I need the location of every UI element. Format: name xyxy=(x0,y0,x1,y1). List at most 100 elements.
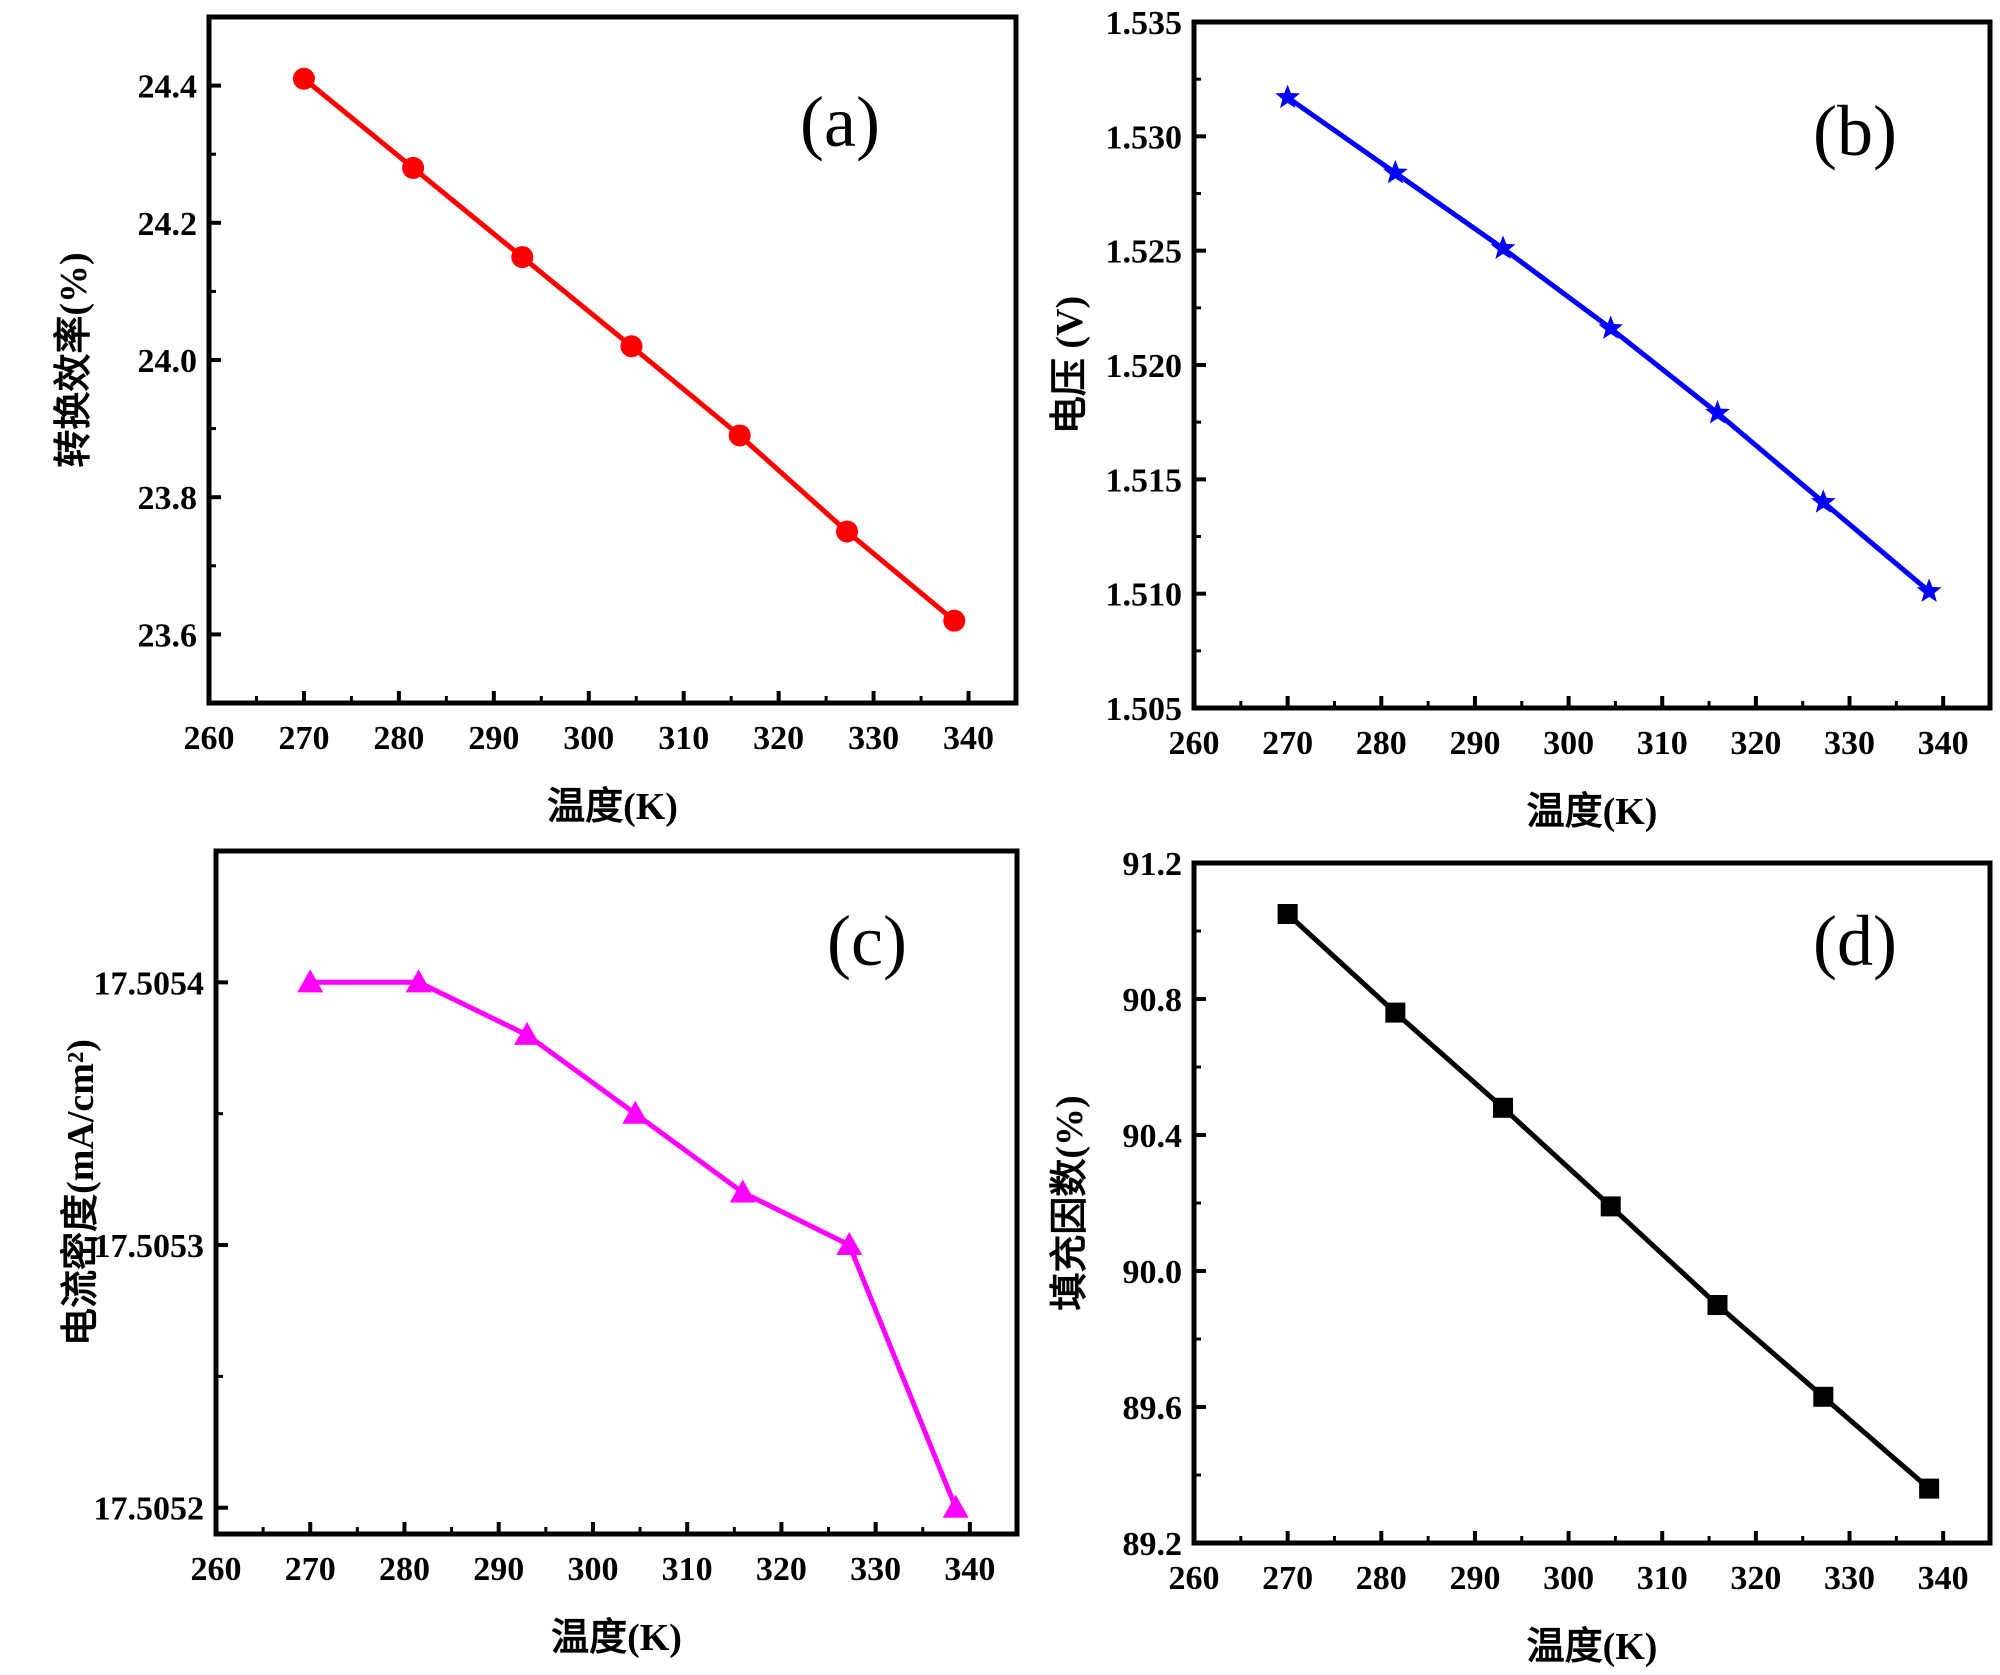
x-tick-label: 290 xyxy=(1449,725,1500,762)
data-point xyxy=(292,67,315,90)
data-point xyxy=(1705,400,1730,424)
y-tick-label: 89.2 xyxy=(1123,1526,1183,1563)
y-tick-label: 24.4 xyxy=(138,69,198,106)
y-tick-label: 1.505 xyxy=(1106,691,1183,728)
data-point xyxy=(1600,1196,1621,1217)
y-tick-label: 1.535 xyxy=(1106,5,1183,42)
chart-panel-b: 260 270 280 290 300 310 320 330 340 1.505 1.510 1.5… xyxy=(1049,5,1993,833)
data-point xyxy=(942,1494,969,1518)
x-axis-title: 温度(K) xyxy=(547,786,678,828)
y-tick-label: 24.0 xyxy=(138,343,198,380)
x-tick-label: 320 xyxy=(1730,725,1781,762)
x-tick-label: 270 xyxy=(285,1551,336,1588)
panel-label: (c) xyxy=(827,901,907,981)
x-tick-label: 290 xyxy=(468,720,519,757)
data-point xyxy=(943,609,966,632)
data-point xyxy=(1385,1002,1406,1023)
data-point xyxy=(620,335,643,358)
y-tick-label: 17.5053 xyxy=(94,1228,205,1265)
chart-panel-a: 260 270 280 290 300 310 320 330 340 23.6 23.8 24.0 2… xyxy=(53,14,1019,828)
data-point xyxy=(1383,159,1408,184)
chart-panel-c: 260 270 280 290 300 310 320 330 340 17.5052 17.505… xyxy=(60,848,1020,1659)
x-tick-label: 310 xyxy=(658,720,709,757)
panel-label: (b) xyxy=(1813,91,1897,171)
x-tick-label: 300 xyxy=(1543,725,1594,762)
data-point xyxy=(405,969,432,993)
plot-frame xyxy=(206,14,1019,706)
data-point xyxy=(1919,1478,1940,1499)
x-axis-title: 温度(K) xyxy=(551,1617,682,1659)
data-point xyxy=(1493,1097,1514,1118)
data-point xyxy=(622,1100,649,1124)
y-tick-label: 90.4 xyxy=(1123,1118,1183,1155)
x-axis-title: 温度(K) xyxy=(1527,791,1658,833)
data-point xyxy=(297,969,324,993)
y-tick-label: 24.2 xyxy=(138,206,198,243)
y-tick-label: 90.0 xyxy=(1123,1254,1183,1291)
x-tick-label: 260 xyxy=(1169,725,1220,762)
data-point xyxy=(1598,315,1624,339)
data-point xyxy=(1916,578,1942,602)
data-point xyxy=(511,246,534,269)
y-tick-label: 89.6 xyxy=(1123,1390,1183,1427)
y-axis-title: 电流密度(mA/cm²) xyxy=(60,1039,102,1346)
x-tick-label: 330 xyxy=(848,720,899,757)
y-tick-label: 91.2 xyxy=(1123,846,1183,883)
x-tick-label: 340 xyxy=(943,720,994,757)
x-tick-label: 280 xyxy=(379,1551,430,1588)
y-axis-title: 填充因数(%) xyxy=(1049,1095,1091,1310)
x-tick-label: 320 xyxy=(756,1551,807,1588)
x-tick-label: 320 xyxy=(1730,1560,1781,1597)
data-point xyxy=(836,1232,863,1256)
plot-frame xyxy=(213,848,1020,1537)
y-tick-label: 1.515 xyxy=(1106,462,1183,499)
x-tick-label: 340 xyxy=(1918,725,1969,762)
x-tick-label: 330 xyxy=(1824,725,1875,762)
series-line xyxy=(1286,95,1931,594)
x-tick-label: 310 xyxy=(1637,1560,1688,1597)
x-tick-label: 280 xyxy=(373,720,424,757)
x-axis-title: 温度(K) xyxy=(1527,1626,1658,1668)
panel-label: (a) xyxy=(800,82,880,162)
y-tick-label: 23.8 xyxy=(138,480,198,517)
data-point xyxy=(729,1179,756,1203)
x-tick-label: 340 xyxy=(944,1551,995,1588)
series-line xyxy=(310,979,959,1509)
data-point xyxy=(1275,84,1300,108)
x-tick-label: 300 xyxy=(1543,1560,1594,1597)
x-tick-label: 290 xyxy=(473,1551,524,1588)
x-tick-label: 300 xyxy=(563,720,614,757)
y-tick-label: 1.530 xyxy=(1106,119,1183,156)
data-point xyxy=(1810,489,1836,513)
y-tick-label: 90.8 xyxy=(1123,982,1183,1019)
x-tick-label: 280 xyxy=(1356,1560,1407,1597)
data-point xyxy=(402,156,425,179)
x-tick-label: 270 xyxy=(1262,725,1313,762)
panel-label: (d) xyxy=(1813,901,1897,981)
x-tick-label: 270 xyxy=(1262,1560,1313,1597)
x-tick-label: 270 xyxy=(278,720,329,757)
x-tick-label: 340 xyxy=(1918,1560,1969,1597)
data-point xyxy=(836,520,859,543)
y-tick-label: 1.510 xyxy=(1106,577,1183,614)
x-tick-label: 260 xyxy=(1169,1560,1220,1597)
data-point xyxy=(728,424,751,447)
x-tick-label: 280 xyxy=(1356,725,1407,762)
data-point xyxy=(1490,235,1516,259)
y-tick-label: 1.525 xyxy=(1106,234,1183,271)
x-tick-label: 330 xyxy=(1824,1560,1875,1597)
x-tick-label: 290 xyxy=(1449,1560,1500,1597)
data-point xyxy=(1813,1386,1834,1407)
data-point xyxy=(1277,904,1298,924)
y-tick-label: 17.5054 xyxy=(94,965,205,1002)
x-tick-label: 260 xyxy=(191,1551,242,1588)
chart-panel-d: 260 270 280 290 300 310 320 330 340 89.2 89.6 90.0 9… xyxy=(1049,846,1993,1668)
y-tick-label: 1.520 xyxy=(1106,348,1183,385)
x-tick-label: 330 xyxy=(850,1551,901,1588)
data-point xyxy=(513,1021,540,1045)
y-tick-label: 23.6 xyxy=(138,617,198,654)
x-tick-label: 310 xyxy=(1637,725,1688,762)
x-tick-label: 320 xyxy=(753,720,804,757)
y-axis-title: 电压 (V) xyxy=(1049,296,1091,434)
